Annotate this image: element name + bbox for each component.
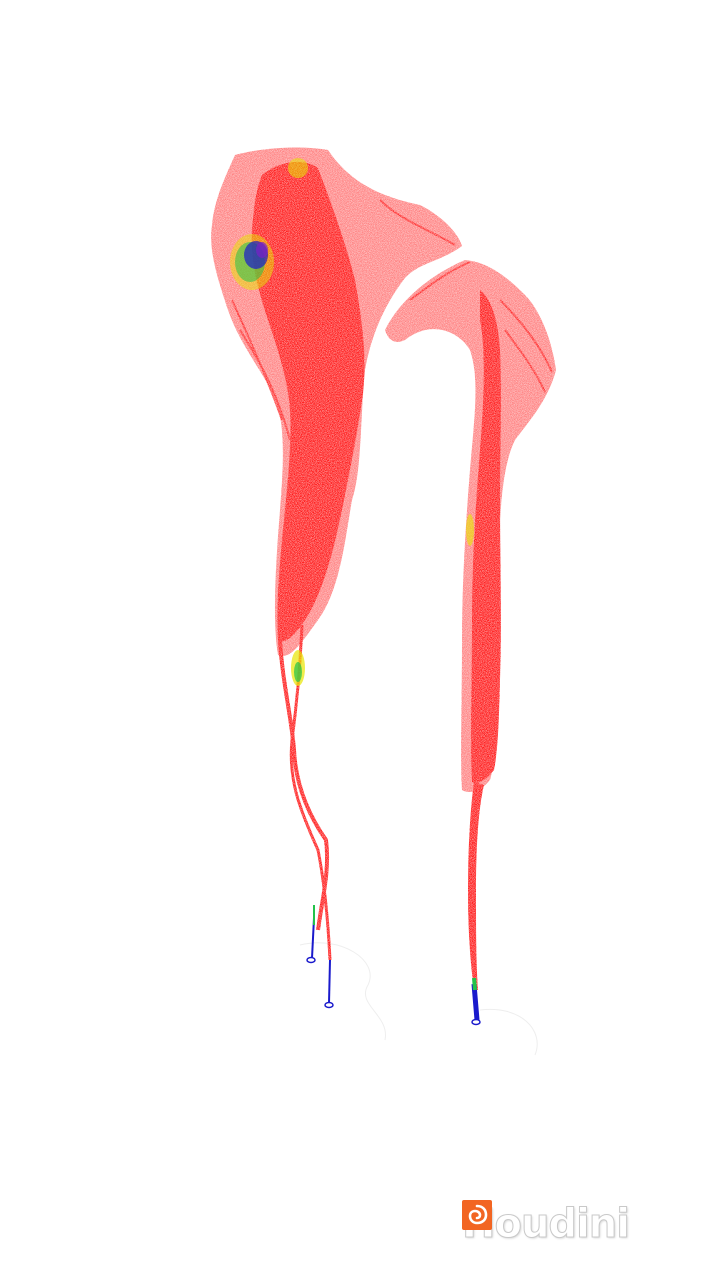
emitter-right-stem-tint [472,977,477,991]
left-stem-b [289,624,332,961]
logo-swirl [468,1204,488,1225]
right-plume-core [471,290,501,783]
hotspot-purple-left [256,242,268,258]
hotspot-yellow-top [288,158,308,178]
emitter-right [471,1018,481,1026]
hotspot-green-mid [294,662,302,682]
right-smoke-plume [385,260,556,990]
left-stem-a [278,639,330,931]
ground-shadows [299,942,538,1056]
houdini-swirl-icon [462,1200,492,1230]
temperature-hotspots [230,158,474,686]
hotspot-yellow-right [466,514,474,546]
left-wing-streaks [231,179,456,441]
right-wing-streaks [409,261,553,393]
left-plume-core [251,161,365,642]
emitter-left-stem-b [328,959,331,1004]
emitters [306,905,481,1026]
ground-shadow-left [299,942,386,1041]
logo-tile [462,1200,492,1230]
left-smoke-plume [211,147,462,961]
ground-shadow-right [479,1008,538,1056]
emitter-left-a [306,956,316,964]
emitter-left-b [324,1001,334,1009]
right-stem [468,782,484,990]
houdini-watermark: Houdini [462,1200,684,1250]
